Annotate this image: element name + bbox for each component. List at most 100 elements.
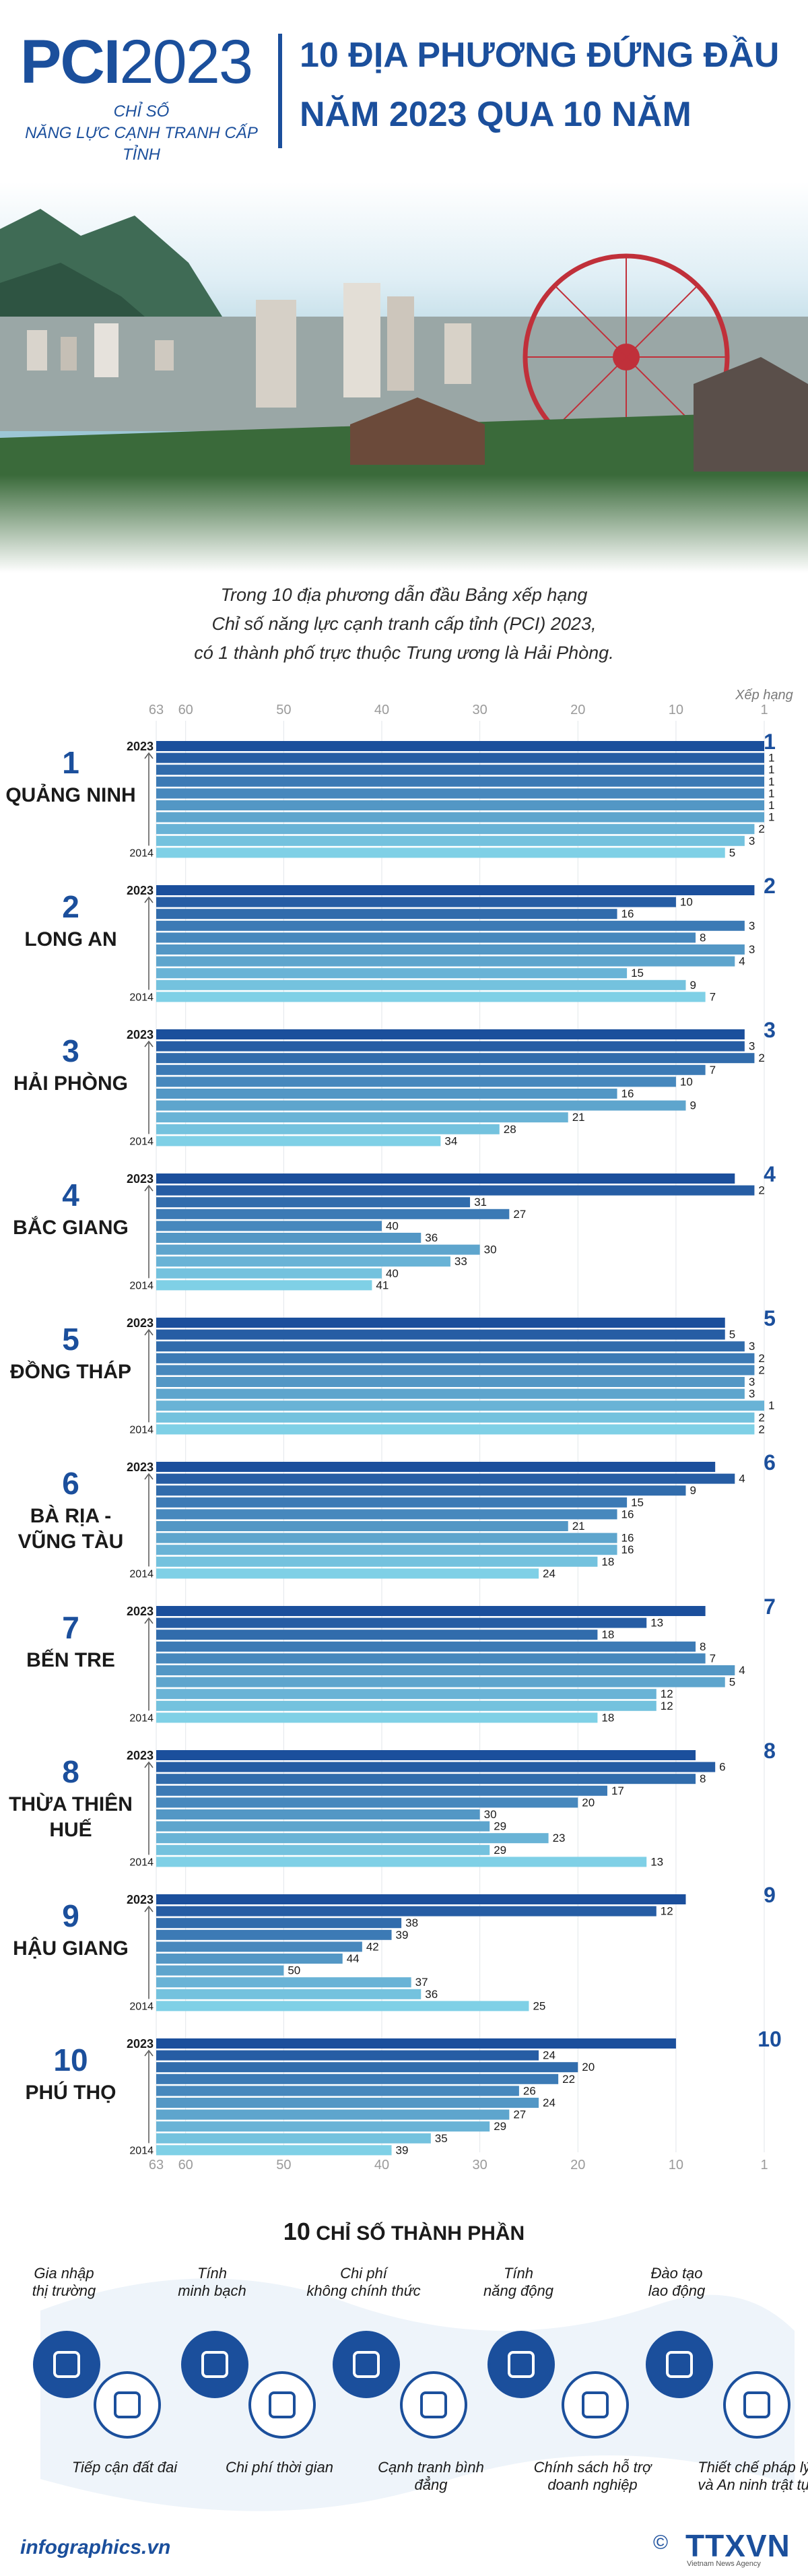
- axis-tick-bottom-5: 20: [570, 2158, 585, 2172]
- province-name-3: HẢI PHÒNG: [13, 1072, 128, 1095]
- bar-label-4-2019: 40: [386, 1219, 399, 1232]
- bar-label-6-2016: 16: [621, 1543, 634, 1556]
- year-end-label-8: 2014: [129, 1857, 154, 1868]
- bar-label-4-2021: 31: [474, 1196, 487, 1209]
- bar-label-3-2021: 2: [758, 1052, 764, 1064]
- axis-tick-bottom-1: 60: [178, 2158, 193, 2172]
- year-end-label-2: 2014: [129, 992, 154, 1003]
- bar-3-2021: [156, 1053, 755, 1064]
- component-label: Tính năng động: [483, 2265, 553, 2299]
- province-name-7: BẾN TRE: [26, 1648, 115, 1671]
- bar-label-5-2022: 5: [729, 1328, 735, 1341]
- bar-4-2021: [156, 1197, 471, 1208]
- bar-6-2016: [156, 1545, 617, 1555]
- bar-label-10-2021: 20: [582, 2061, 595, 2073]
- bar-1-2014: [156, 847, 725, 858]
- bar-label-6-2018: 21: [572, 1520, 585, 1533]
- bar-4-2022: [156, 1185, 755, 1196]
- bar-10-2021: [156, 2062, 578, 2073]
- intro-line-2: Chỉ số năng lực cạnh tranh cấp tỉnh (PCI…: [211, 614, 597, 634]
- axis-tick-bottom-2: 50: [276, 2158, 291, 2172]
- year-arrowhead-4: [144, 1184, 154, 1192]
- province-rank-right-8: 8: [764, 1739, 776, 1763]
- component-label: Gia nhập thị trường: [32, 2265, 96, 2299]
- bar-label-4-2018: 36: [425, 1231, 438, 1244]
- province-name-9: HẬU GIANG: [13, 1937, 129, 1960]
- bar-label-5-2014: 2: [758, 1423, 764, 1436]
- bar-label-9-2021: 38: [405, 1917, 418, 1929]
- bar-2-2015: [156, 979, 686, 990]
- province-rank-right-2: 2: [764, 874, 776, 898]
- bar-8-2021: [156, 1774, 696, 1784]
- bar-2-2023: [156, 885, 755, 895]
- bar-label-1-2016: 2: [758, 823, 764, 835]
- bar-10-2014: [156, 2145, 392, 2156]
- bar-2-2016: [156, 968, 628, 979]
- bar-5-2018: [156, 1377, 745, 1387]
- bar-3-2017: [156, 1100, 686, 1111]
- bar-3-2020: [156, 1064, 706, 1075]
- year-arrowhead-8: [144, 1761, 154, 1768]
- bar-label-7-2021: 18: [601, 1628, 614, 1641]
- axis-tick-top-6: 10: [669, 703, 683, 717]
- title-line-1: 10 ĐỊA PHƯƠNG ĐỨNG ĐẦU: [300, 36, 780, 75]
- province-name-2: LONG AN: [24, 928, 116, 951]
- bar-1-2021: [156, 765, 764, 775]
- bar-label-8-2018: 30: [484, 1808, 497, 1821]
- bar-label-6-2022: 4: [739, 1473, 745, 1485]
- bar-label-7-2019: 7: [710, 1652, 716, 1665]
- bar-label-2-2021: 16: [621, 907, 634, 920]
- bar-2-2022: [156, 897, 676, 907]
- footer-site[interactable]: infographics.vn: [20, 2536, 171, 2558]
- province-name-10: PHÚ THỌ: [26, 2081, 116, 2104]
- equal-competition-icon: [400, 2371, 467, 2439]
- province-rank-6: 6: [62, 1466, 79, 1501]
- bar-label-5-2016: 1: [768, 1399, 774, 1412]
- bar-label-4-2014: 41: [376, 1279, 389, 1291]
- bar-label-8-2014: 13: [650, 1855, 663, 1868]
- year-start-label-5: 2023: [127, 1316, 154, 1330]
- money-icon: [333, 2331, 400, 2398]
- scales-icon: [723, 2371, 790, 2439]
- bar-3-2015: [156, 1124, 500, 1134]
- province-rank-right-3: 3: [764, 1018, 776, 1042]
- bar-label-8-2017: 29: [494, 1820, 506, 1833]
- bar-2-2019: [156, 932, 696, 943]
- bar-8-2017: [156, 1821, 490, 1832]
- bar-label-9-2019: 42: [366, 1940, 379, 1953]
- intro-line-3: có 1 thành phố trực thuộc Trung ương là …: [194, 643, 614, 663]
- bar-label-9-2016: 37: [415, 1976, 428, 1989]
- year-arrowhead-7: [144, 1617, 154, 1624]
- bar-label-2-2014: 7: [710, 990, 716, 1003]
- bar-label-1-2021: 1: [768, 763, 774, 776]
- bar-10-2018: [156, 2098, 539, 2108]
- bar-label-10-2017: 27: [513, 2108, 526, 2121]
- axis-tick-top-7: 1: [760, 703, 768, 717]
- year-arrowhead-10: [144, 2049, 154, 2057]
- province-rank-right-5: 5: [764, 1306, 776, 1330]
- bar-3-2018: [156, 1089, 617, 1099]
- bar-10-2022: [156, 2050, 539, 2061]
- bar-3-2022: [156, 1041, 745, 1052]
- bar-9-2023: [156, 1894, 686, 1904]
- bar-label-6-2020: 15: [631, 1496, 644, 1509]
- year-end-label-10: 2014: [129, 2145, 154, 2156]
- bar-label-8-2015: 29: [494, 1844, 506, 1857]
- bar-4-2020: [156, 1209, 510, 1219]
- pci-logo: PCI2023: [20, 28, 253, 96]
- bar-10-2023: [156, 2038, 676, 2049]
- year-end-label-9: 2014: [129, 2001, 154, 2012]
- bar-label-6-2019: 16: [621, 1508, 634, 1520]
- axis-tick-top-1: 60: [178, 703, 193, 717]
- bar-6-2021: [156, 1485, 686, 1496]
- bar-label-7-2017: 5: [729, 1676, 735, 1689]
- bar-5-2016: [156, 1400, 764, 1411]
- bar-4-2015: [156, 1268, 382, 1279]
- component-label: Tiếp cận đất đai: [71, 2459, 178, 2476]
- year-start-label-6: 2023: [127, 1460, 154, 1474]
- year-end-label-3: 2014: [129, 1136, 154, 1147]
- year-end-label-4: 2014: [129, 1280, 154, 1291]
- axis-tick-top-5: 20: [570, 703, 585, 717]
- bar-label-5-2020: 2: [758, 1352, 764, 1365]
- bar-9-2021: [156, 1918, 402, 1929]
